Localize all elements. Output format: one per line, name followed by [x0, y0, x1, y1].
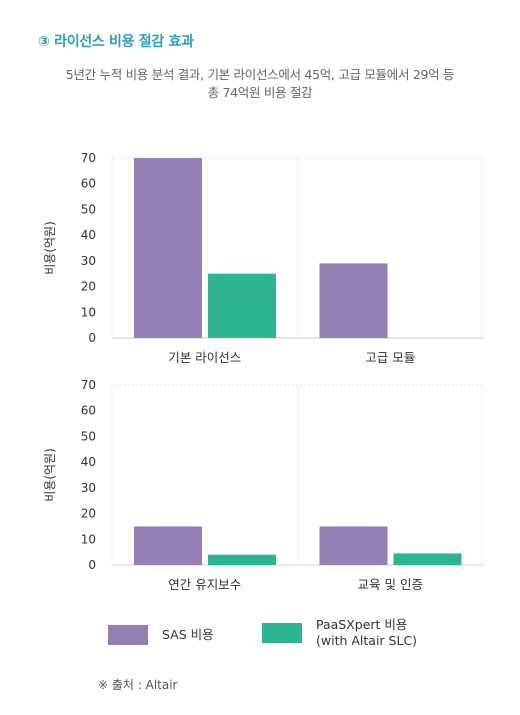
legend-swatch-sas — [108, 625, 148, 645]
y-tick-label: 60 — [81, 404, 96, 418]
y-tick-label: 70 — [81, 378, 96, 392]
bar-sas-1 — [134, 158, 202, 338]
category-label: 고급 모듈 — [365, 350, 415, 365]
y-tick-label: 60 — [81, 177, 96, 191]
y-tick-label: 50 — [81, 429, 96, 443]
bar-sas-4 — [319, 526, 388, 565]
y-axis-label-1: 비용(억원) — [43, 221, 57, 275]
y-tick-label: 40 — [81, 228, 96, 242]
bar-paasxpert-4 — [393, 553, 462, 565]
bar-paasxpert-3 — [208, 554, 276, 565]
category-label: 기본 라이선스 — [168, 350, 241, 365]
y-tick-label: 20 — [81, 280, 96, 294]
y-tick-label: 0 — [88, 331, 96, 345]
legend-item-sas: SAS 비용 — [108, 625, 214, 645]
y-tick-label: 70 — [81, 151, 96, 165]
y-tick-label: 10 — [81, 305, 96, 319]
category-label: 연간 유지보수 — [168, 577, 241, 592]
y-axis-label-2: 비용(억원) — [43, 448, 57, 502]
subtitle-line-1: 5년간 누적 비용 분석 결과, 기본 라이선스에서 45억, 고급 모듈에서 … — [65, 67, 455, 82]
subtitle: 5년간 누적 비용 분석 결과, 기본 라이선스에서 45억, 고급 모듈에서 … — [0, 66, 520, 102]
section-heading: ③ 라이선스 비용 절감 효과 — [38, 34, 194, 50]
legend-label-sas: SAS 비용 — [162, 627, 214, 642]
legend: SAS 비용 PaaSXpert 비용 (with Altair SLC) — [0, 617, 520, 661]
y-tick-label: 30 — [81, 254, 96, 268]
y-tick-label: 20 — [81, 507, 96, 521]
y-tick-label: 40 — [81, 455, 96, 469]
legend-label-paasxpert: PaaSXpert 비용 (with Altair SLC) — [316, 617, 418, 648]
source-note: ※ 출처 : Altair — [98, 678, 178, 692]
bar-sas-3 — [134, 526, 202, 565]
y-tick-label: 10 — [81, 532, 96, 546]
y-tick-label: 50 — [81, 202, 96, 216]
subtitle-line-2: 총 74억원 비용 절감 — [207, 85, 313, 100]
legend-swatch-paasxpert — [262, 623, 302, 643]
y-tick-label: 30 — [81, 481, 96, 495]
category-label: 교육 및 인증 — [358, 577, 423, 592]
legend-item-paasxpert: PaaSXpert 비용 (with Altair SLC) — [262, 617, 417, 649]
bar-sas-2 — [319, 263, 388, 338]
bar-paasxpert-1 — [208, 273, 276, 338]
y-tick-label: 0 — [88, 558, 96, 572]
